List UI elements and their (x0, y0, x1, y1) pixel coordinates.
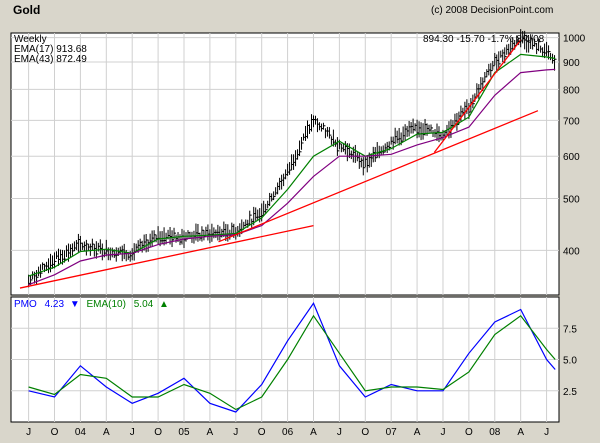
pmo-lines (28, 302, 556, 413)
ema43-line (28, 68, 556, 286)
x-tick-label: A (103, 427, 110, 438)
pmo-legend: PMO 4.23 ▼ EMA(10) 5.04 ▲ (14, 299, 169, 310)
pmo-line (28, 302, 556, 413)
pmo-y-tick-label: 2.5 (563, 387, 577, 398)
price-y-tick-label: 700 (563, 116, 580, 127)
x-tick-label: J (440, 427, 445, 438)
x-tick-label: J (233, 427, 238, 438)
x-tick-label: O (154, 427, 162, 438)
pmo-legend-name: PMO (14, 299, 37, 310)
x-tick-label: O (465, 427, 473, 438)
x-tick-label: 04 (75, 427, 87, 438)
x-tick-label: O (361, 427, 369, 438)
x-tick-label: J (544, 427, 549, 438)
price-y-tick-label: 800 (563, 85, 580, 96)
pmo-y-tick-label: 7.5 (563, 324, 577, 335)
chart-title: Gold (13, 3, 40, 17)
price-y-tick-label: 600 (563, 152, 580, 163)
price-y-tick-labels: 400 500 600 700 800 900 1000 (563, 34, 586, 258)
pmo-y-tick-labels: 2.5 5.0 7.5 (563, 324, 577, 398)
price-y-tick-label: 400 (563, 246, 580, 257)
copyright-text: (c) 2008 DecisionPoint.com (431, 5, 553, 16)
x-tick-label: O (258, 427, 266, 438)
quote-readout: 894.30 -15.70 -1.7% 8/4/08 (423, 34, 545, 45)
pmo-gridlines (11, 297, 559, 422)
pmo-down-arrow-icon: ▼ (70, 299, 80, 310)
trend-line (19, 224, 314, 289)
x-tick-label: J (26, 427, 31, 438)
x-tick-label: 08 (489, 427, 501, 438)
pmo-ema-up-arrow-icon: ▲ (159, 299, 169, 310)
x-tick-label: J (130, 427, 135, 438)
x-tick-label: A (310, 427, 317, 438)
x-tick-label: A (207, 427, 214, 438)
pmo-legend-value: 4.23 (45, 299, 65, 310)
x-tick-label: 05 (178, 427, 190, 438)
x-tick-label: 07 (386, 427, 398, 438)
pmo-ema-legend-value: 5.04 (134, 299, 154, 310)
x-tick-label: 06 (282, 427, 294, 438)
x-tick-label: A (517, 427, 524, 438)
trend-line (218, 110, 539, 243)
x-tick-label: O (51, 427, 59, 438)
trend-line (433, 39, 522, 153)
price-lines (19, 39, 556, 289)
price-panel (10, 32, 560, 296)
x-tick-label: J (337, 427, 342, 438)
pmo-ema-line (28, 314, 556, 411)
ema17-legend: EMA(17) 913.68 (14, 44, 87, 55)
ema17-line (28, 53, 556, 277)
price-y-tick-label: 900 (563, 58, 580, 69)
pmo-ema-legend-name: EMA(10) (87, 299, 126, 310)
pmo-y-tick-label: 5.0 (563, 356, 577, 367)
x-tick-labels: J O 04 A J O 05 A J O 06 A J O 07 A J O 08 A J (26, 427, 549, 438)
x-tick-label: A (414, 427, 421, 438)
price-y-tick-label: 500 (563, 195, 580, 206)
ema43-legend: EMA(43) 872.49 (14, 54, 87, 65)
period-label: Weekly (14, 34, 47, 45)
price-y-tick-label: 1000 (563, 34, 586, 45)
